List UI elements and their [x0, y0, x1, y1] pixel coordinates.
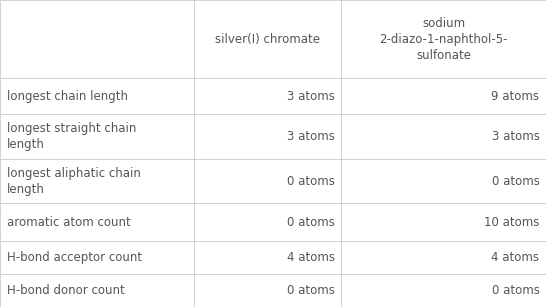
Bar: [194, 159, 341, 203]
Bar: [0, 274, 194, 307]
Text: 4 atoms: 4 atoms: [491, 251, 539, 264]
Text: longest chain length: longest chain length: [7, 90, 128, 103]
Text: 0 atoms: 0 atoms: [491, 175, 539, 188]
Bar: [194, 274, 341, 307]
Bar: [341, 0, 546, 78]
Bar: [341, 241, 546, 274]
Text: silver(I) chromate: silver(I) chromate: [215, 33, 320, 46]
Bar: [194, 241, 341, 274]
Bar: [0, 159, 194, 203]
Text: H-bond acceptor count: H-bond acceptor count: [7, 251, 141, 264]
Bar: [194, 203, 341, 241]
Text: 3 atoms: 3 atoms: [491, 130, 539, 143]
Bar: [0, 203, 194, 241]
Text: H-bond donor count: H-bond donor count: [7, 284, 124, 297]
Text: 0 atoms: 0 atoms: [287, 216, 335, 229]
Bar: [0, 0, 194, 78]
Bar: [194, 78, 341, 115]
Bar: [341, 115, 546, 159]
Bar: [194, 0, 341, 78]
Text: 10 atoms: 10 atoms: [484, 216, 539, 229]
Text: sodium
2-diazo-1-naphthol-5-
sulfonate: sodium 2-diazo-1-naphthol-5- sulfonate: [379, 17, 508, 62]
Text: 0 atoms: 0 atoms: [287, 284, 335, 297]
Text: 0 atoms: 0 atoms: [491, 284, 539, 297]
Text: aromatic atom count: aromatic atom count: [7, 216, 130, 229]
Text: longest aliphatic chain
length: longest aliphatic chain length: [7, 167, 140, 196]
Bar: [0, 115, 194, 159]
Text: longest straight chain
length: longest straight chain length: [7, 122, 136, 151]
Text: 3 atoms: 3 atoms: [287, 130, 335, 143]
Text: 3 atoms: 3 atoms: [287, 90, 335, 103]
Bar: [0, 241, 194, 274]
Bar: [341, 159, 546, 203]
Bar: [194, 115, 341, 159]
Bar: [341, 274, 546, 307]
Bar: [0, 78, 194, 115]
Bar: [341, 203, 546, 241]
Text: 9 atoms: 9 atoms: [491, 90, 539, 103]
Text: 0 atoms: 0 atoms: [287, 175, 335, 188]
Bar: [341, 78, 546, 115]
Text: 4 atoms: 4 atoms: [287, 251, 335, 264]
